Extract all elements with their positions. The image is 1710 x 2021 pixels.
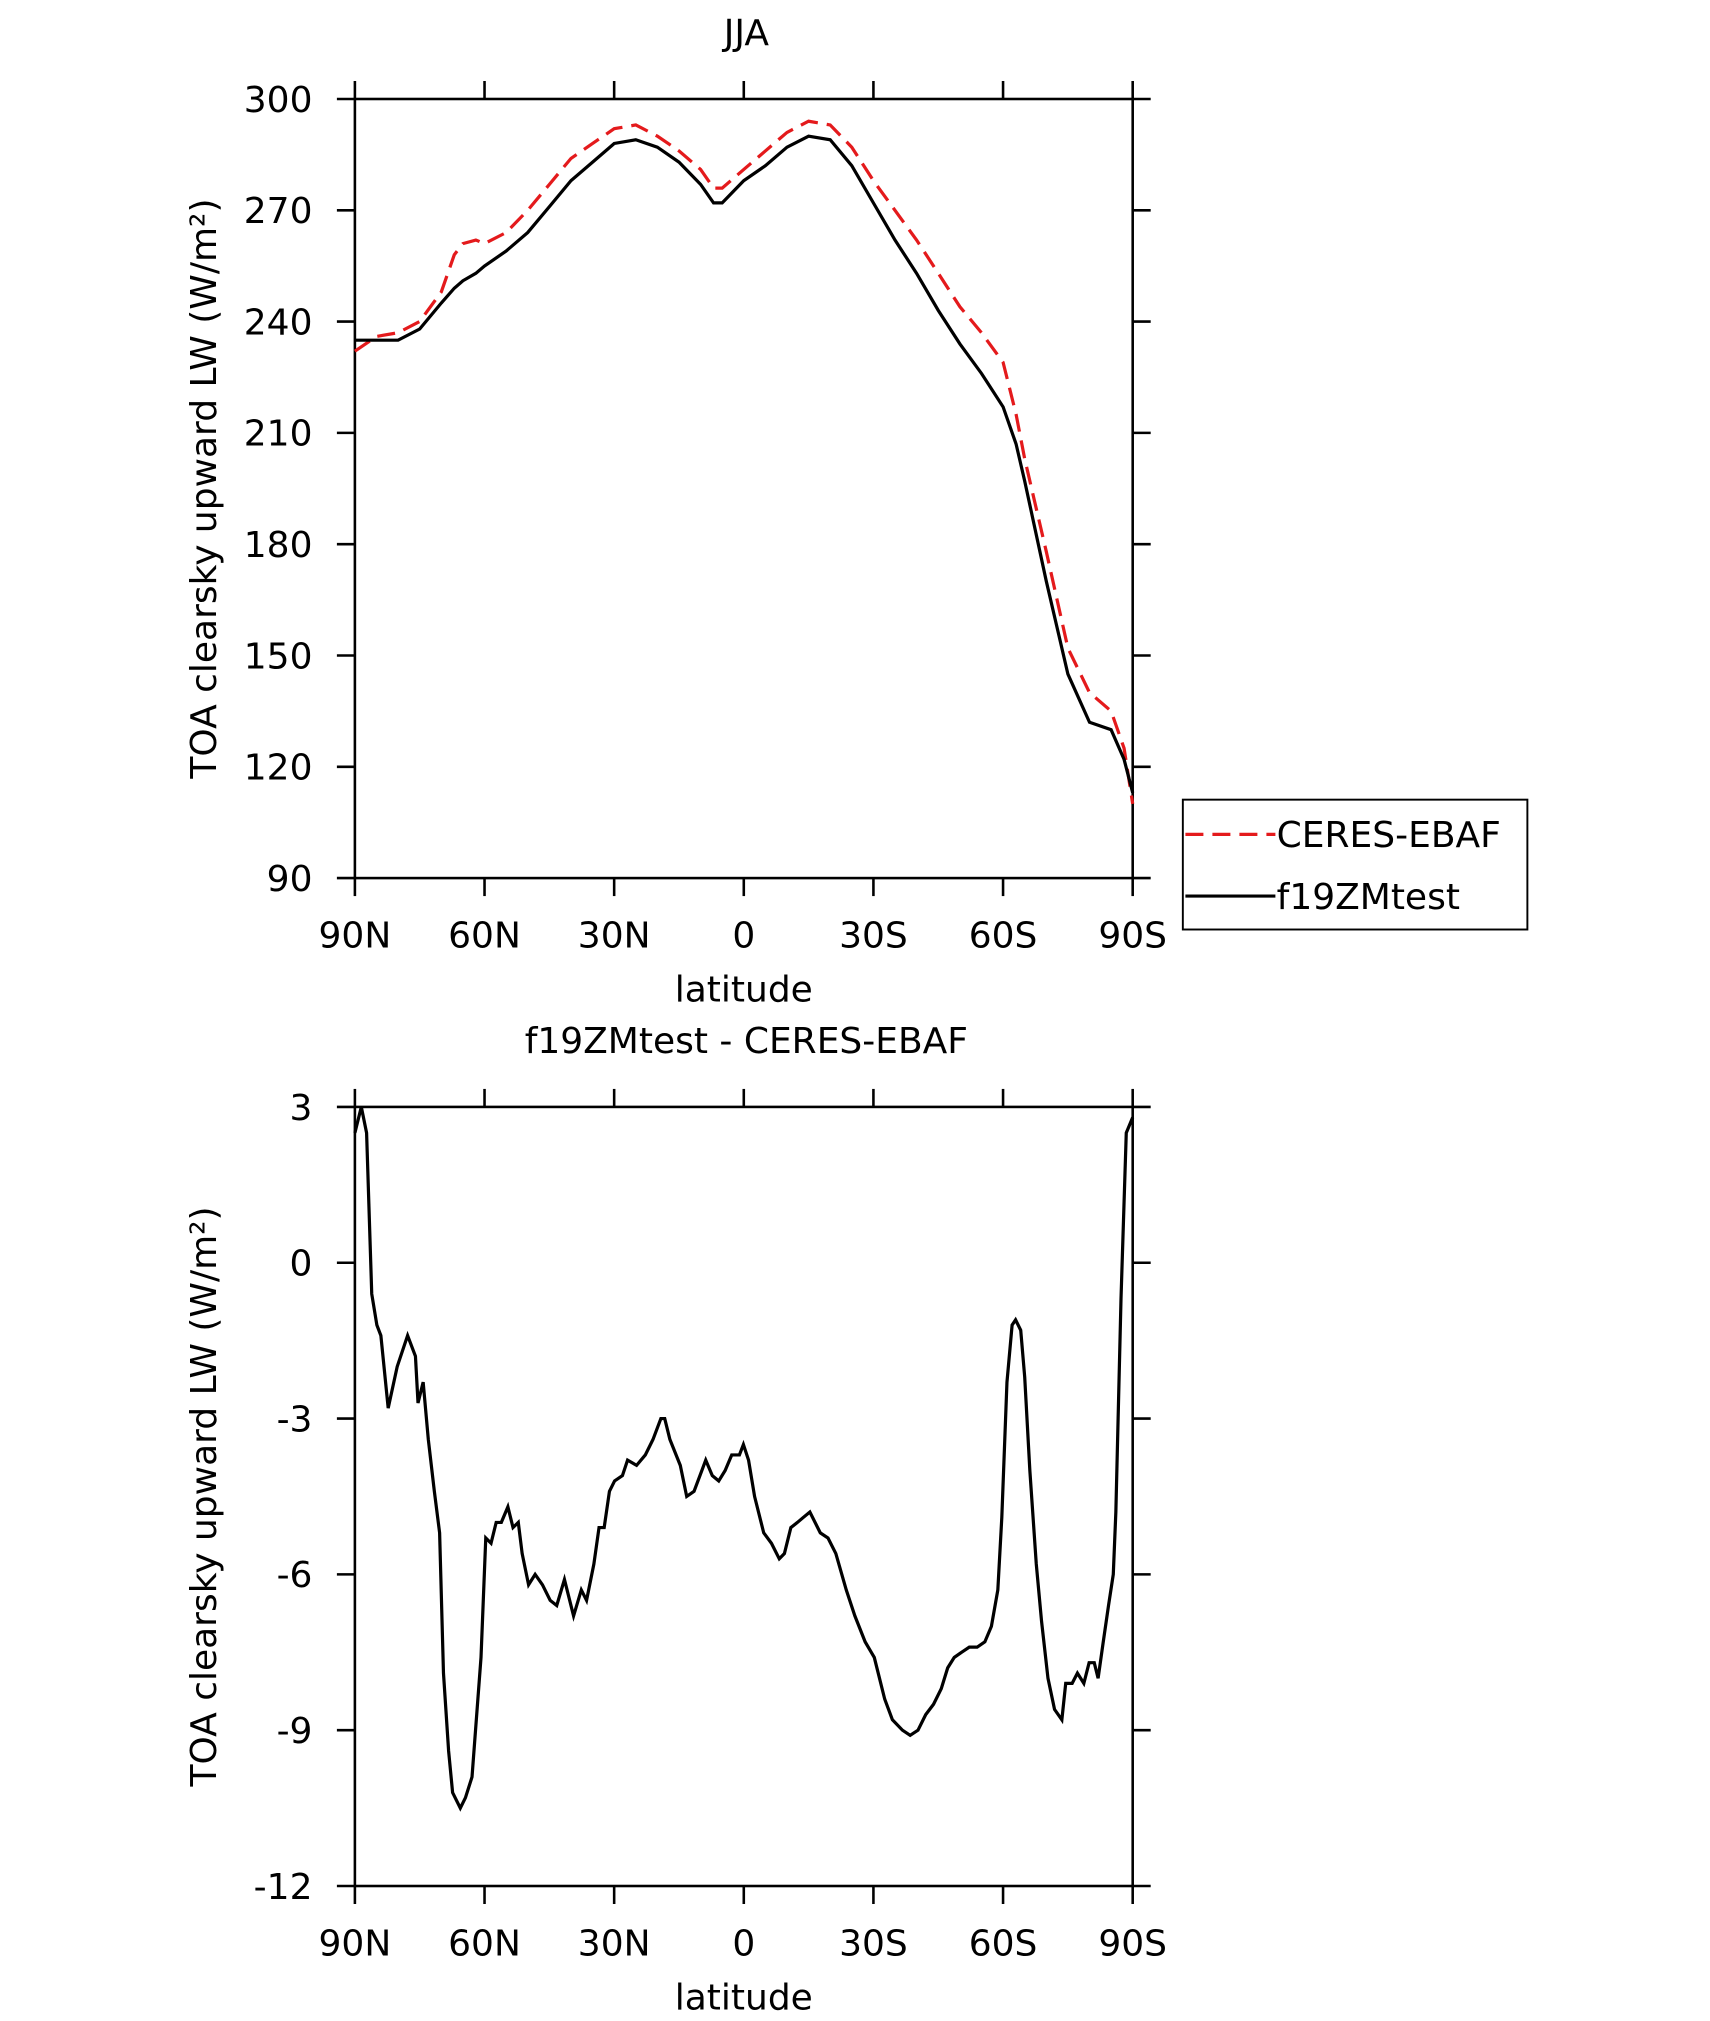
y-tick-label: 240: [244, 302, 313, 343]
data-line: [354, 134, 1135, 794]
chart-title: JJA: [722, 13, 770, 54]
data-line: [353, 1106, 1135, 1812]
x-tick-label: 60N: [448, 916, 521, 957]
y-tick-label: 270: [244, 191, 313, 232]
x-axis-label: latitude: [675, 970, 813, 1011]
x-tick-label: 60S: [969, 1923, 1038, 1964]
plot-frame: [353, 1105, 1134, 1888]
x-tick-label: 30N: [578, 916, 651, 957]
legend-label: f19ZMtest: [1277, 877, 1460, 918]
y-tick-label: -9: [277, 1711, 313, 1752]
chart-title: f19ZMtest - CERES-EBAF: [525, 1021, 968, 1062]
legend-box: [1181, 798, 1529, 931]
y-tick-label: 210: [244, 414, 313, 455]
y-tick-label: -12: [254, 1867, 313, 1908]
y-tick-label: -6: [277, 1555, 313, 1596]
y-tick-label: 0: [290, 1244, 313, 1285]
x-tick-label: 0: [732, 1923, 755, 1964]
x-tick-label: 90N: [319, 1923, 392, 1964]
x-tick-label: 30S: [839, 1923, 908, 1964]
y-axis-label: TOA clearsky upward LW (W/m²): [184, 1206, 225, 1787]
x-tick-label: 90S: [1098, 916, 1167, 957]
y-tick-label: 180: [244, 525, 313, 566]
y-axis-label: TOA clearsky upward LW (W/m²): [184, 198, 225, 779]
y-tick-label: 90: [267, 859, 313, 900]
x-tick-label: 60N: [448, 1923, 521, 1964]
x-tick-label: 30N: [578, 1923, 651, 1964]
x-axis-label: latitude: [675, 1977, 813, 2018]
legend-label: CERES-EBAF: [1277, 815, 1501, 856]
x-tick-label: 60S: [969, 916, 1038, 957]
x-tick-label: 0: [732, 916, 755, 957]
y-tick-label: 300: [244, 80, 313, 121]
y-tick-label: 150: [244, 636, 313, 677]
y-tick-label: 120: [244, 748, 313, 789]
y-tick-label: 3: [290, 1088, 313, 1129]
plot-frame: [353, 97, 1134, 880]
y-tick-label: -3: [277, 1399, 313, 1440]
x-tick-label: 30S: [839, 916, 908, 957]
x-tick-label: 90S: [1098, 1923, 1167, 1964]
x-tick-label: 90N: [319, 916, 392, 957]
data-line: [353, 119, 1135, 805]
